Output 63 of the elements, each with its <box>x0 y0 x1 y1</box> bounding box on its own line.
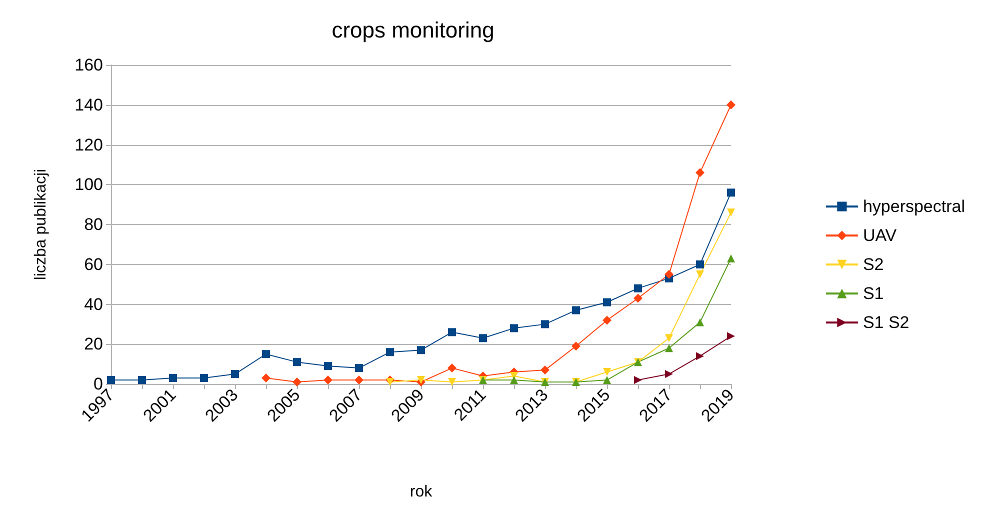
point <box>696 168 704 178</box>
y-tick-label: 80 <box>84 215 103 234</box>
point <box>696 270 704 278</box>
y-tick-label: 100 <box>74 175 103 194</box>
point <box>727 208 735 217</box>
point <box>200 374 208 382</box>
y-tick-label: 60 <box>84 254 103 274</box>
point <box>727 188 735 197</box>
point <box>696 352 704 360</box>
point <box>603 368 611 376</box>
point <box>355 364 363 372</box>
point <box>540 366 550 375</box>
legend-label: UAV <box>862 226 898 245</box>
legend-label: hyperspectral <box>862 197 966 216</box>
point <box>634 294 642 303</box>
y-tick-label: 160 <box>74 56 103 74</box>
point <box>262 374 270 383</box>
point <box>386 348 394 356</box>
y-tick-label: 40 <box>84 294 103 314</box>
y-tick-label: 0 <box>94 374 103 394</box>
point <box>292 378 302 387</box>
point <box>354 376 364 385</box>
point <box>603 376 611 384</box>
point <box>603 298 611 306</box>
point <box>727 332 735 340</box>
y-axis-title: liczba publikacji <box>32 168 50 280</box>
point <box>231 370 239 378</box>
point <box>448 328 456 336</box>
point <box>665 334 673 342</box>
point <box>386 378 394 386</box>
point <box>448 378 456 386</box>
y-tick-label: 120 <box>74 135 103 154</box>
legend-label: S2 <box>862 255 884 274</box>
y-tick-label: 140 <box>74 95 103 114</box>
point <box>324 376 332 385</box>
point <box>262 350 270 358</box>
point <box>665 370 673 378</box>
point <box>696 260 704 268</box>
legend-label: S1 S2 <box>862 313 910 332</box>
point <box>634 376 642 384</box>
point <box>138 376 146 384</box>
point <box>634 284 642 292</box>
point <box>510 324 518 332</box>
point <box>572 342 580 351</box>
point <box>696 318 704 326</box>
point <box>727 254 735 262</box>
point <box>726 100 736 110</box>
point <box>324 362 332 370</box>
x-axis-title: rok <box>410 484 434 500</box>
y-tick-label: 20 <box>84 334 103 354</box>
point <box>541 320 549 328</box>
point <box>479 334 487 342</box>
point <box>510 376 518 384</box>
point <box>448 364 456 373</box>
point <box>417 346 425 354</box>
point <box>293 358 301 366</box>
point <box>572 306 580 314</box>
point <box>665 344 673 352</box>
point <box>664 270 674 279</box>
point <box>602 316 612 325</box>
point <box>169 374 177 382</box>
legend-label: S1 <box>862 284 884 303</box>
chart-title: crops monitoring <box>332 18 494 42</box>
